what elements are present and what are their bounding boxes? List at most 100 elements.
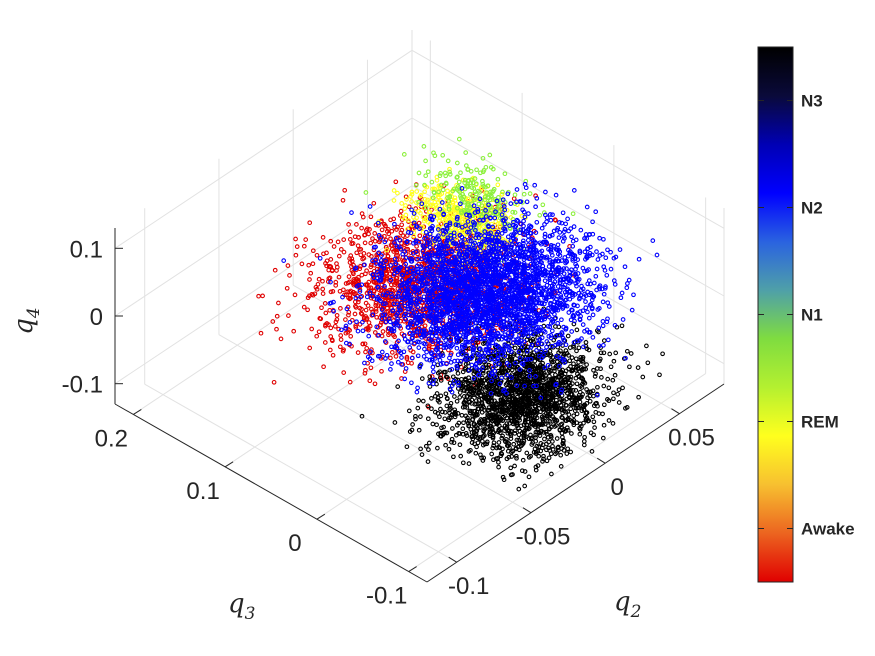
data-point xyxy=(439,182,444,188)
data-point xyxy=(357,287,363,293)
data-point xyxy=(340,197,346,203)
data-point xyxy=(356,235,361,240)
data-point xyxy=(553,381,559,387)
data-point xyxy=(442,170,448,176)
data-point xyxy=(489,451,495,457)
data-point xyxy=(444,374,450,380)
data-point xyxy=(478,420,483,426)
data-point xyxy=(592,374,598,379)
data-point xyxy=(574,411,580,417)
data-point xyxy=(323,323,328,329)
data-point xyxy=(504,390,509,396)
data-point xyxy=(367,227,372,232)
data-point xyxy=(502,423,508,429)
data-point xyxy=(408,194,413,199)
data-point xyxy=(463,150,469,155)
data-point xyxy=(420,214,426,220)
data-point xyxy=(396,338,401,344)
data-point xyxy=(574,420,580,426)
data-point xyxy=(461,420,466,426)
data-point xyxy=(571,413,577,419)
data-point xyxy=(547,419,553,424)
data-point xyxy=(601,350,607,356)
data-point xyxy=(514,367,520,372)
data-point xyxy=(601,422,607,428)
data-point xyxy=(388,242,394,248)
data-point xyxy=(334,261,339,266)
data-point xyxy=(552,376,557,382)
data-point xyxy=(424,216,430,222)
data-point xyxy=(518,389,524,395)
data-point xyxy=(482,418,487,423)
data-point xyxy=(612,282,618,287)
data-point xyxy=(421,250,426,256)
data-point xyxy=(368,264,374,270)
data-point xyxy=(443,442,448,448)
data-point xyxy=(426,447,431,452)
data-point xyxy=(523,417,528,423)
data-point xyxy=(601,338,607,343)
data-point xyxy=(600,299,606,305)
data-point xyxy=(437,173,443,179)
data-point xyxy=(478,452,483,458)
x-tick xyxy=(522,507,532,514)
data-point xyxy=(532,390,538,395)
data-point xyxy=(369,254,374,259)
data-point xyxy=(578,421,583,427)
data-point xyxy=(500,446,505,452)
data-point xyxy=(294,244,300,249)
data-point xyxy=(533,374,538,379)
data-point xyxy=(505,430,511,436)
data-point xyxy=(507,225,513,231)
data-point xyxy=(495,182,501,188)
data-point xyxy=(490,435,496,441)
data-point xyxy=(404,266,410,272)
data-point xyxy=(535,463,541,468)
data-point xyxy=(521,430,527,436)
data-point xyxy=(583,340,589,345)
data-point xyxy=(466,368,472,373)
data-point xyxy=(431,150,436,156)
data-point xyxy=(409,427,415,433)
data-point xyxy=(558,348,563,354)
data-point xyxy=(457,390,463,395)
data-point xyxy=(334,313,340,318)
data-point xyxy=(338,337,344,342)
data-point xyxy=(494,385,499,390)
data-point xyxy=(455,205,460,211)
data-point xyxy=(561,398,567,404)
data-point xyxy=(438,433,444,439)
data-point xyxy=(520,238,526,244)
data-point xyxy=(385,253,391,259)
data-point xyxy=(541,371,547,376)
data-point xyxy=(597,358,602,364)
data-point xyxy=(554,418,560,424)
data-point xyxy=(427,221,433,227)
data-point xyxy=(416,398,422,403)
data-point xyxy=(539,402,545,407)
data-point xyxy=(553,333,559,339)
data-point xyxy=(445,158,451,164)
data-point xyxy=(565,384,571,390)
data-point xyxy=(551,393,557,398)
data-point xyxy=(353,303,358,309)
data-point xyxy=(536,453,542,459)
data-point xyxy=(324,258,330,264)
data-point xyxy=(513,453,519,459)
data-point xyxy=(464,433,470,438)
data-point xyxy=(485,365,490,370)
data-point xyxy=(358,246,364,252)
data-point xyxy=(435,211,440,217)
data-point xyxy=(542,394,548,400)
data-point xyxy=(426,345,432,350)
data-point xyxy=(524,351,530,357)
data-point xyxy=(357,289,363,294)
data-point xyxy=(354,250,360,256)
data-point xyxy=(309,292,315,297)
data-point xyxy=(566,310,572,315)
data-point xyxy=(316,329,322,335)
data-point xyxy=(514,455,519,461)
data-point xyxy=(491,186,497,192)
data-point xyxy=(541,456,546,462)
data-point xyxy=(340,294,345,300)
